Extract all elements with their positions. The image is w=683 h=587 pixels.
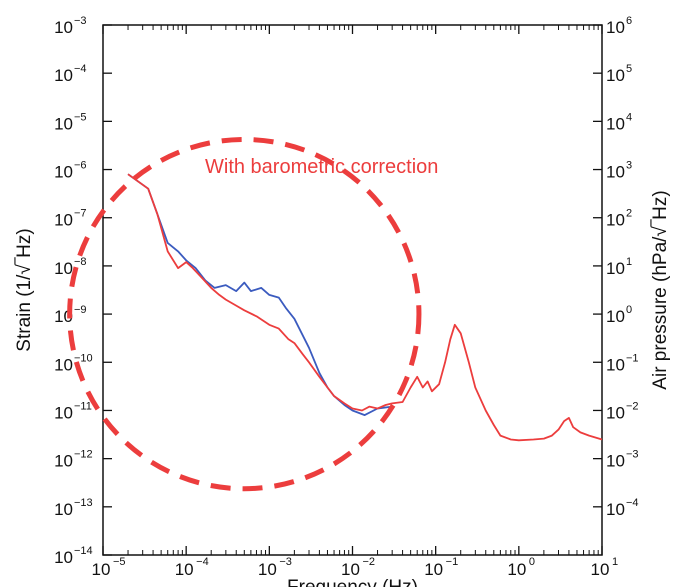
y-left-tick-exponent: −6 <box>74 160 87 172</box>
y-right-tick-label: 10 <box>606 307 625 326</box>
y-right-tick-exponent: 0 <box>626 304 632 316</box>
y-left-tick-label: 10 <box>54 66 73 85</box>
y-left-tick-label: 10 <box>54 259 73 278</box>
y-right-tick-exponent: −3 <box>626 449 639 461</box>
plot-frame <box>102 24 603 556</box>
series-group <box>127 173 603 442</box>
axis-ticks: 10 −5 10 −4 10 −3 10 −2 10 −1 10 0 10 110 −310 −410 −510… <box>54 15 638 579</box>
x-tick-label: 10 <box>175 560 194 579</box>
y-left-tick-exponent: −10 <box>74 352 93 364</box>
x-tick-exponent: −5 <box>113 556 126 568</box>
x-tick-exponent: −1 <box>446 556 459 568</box>
y-right-tick-exponent: 2 <box>626 208 632 220</box>
x-tick-label: 10 <box>424 560 443 579</box>
x-tick-label: 10 <box>341 560 360 579</box>
y-left-tick-exponent: −9 <box>74 304 87 316</box>
y-left-tick-exponent: −4 <box>74 63 87 75</box>
x-tick-label: 10 <box>92 560 111 579</box>
y-right-tick-exponent: −2 <box>626 400 639 412</box>
y-right-tick-label: 10 <box>606 259 625 278</box>
y-left-tick-exponent: −7 <box>74 208 87 220</box>
y-right-tick-exponent: −4 <box>626 497 639 509</box>
y-left-tick-exponent: −13 <box>74 497 93 509</box>
y-left-tick-exponent: −11 <box>74 400 92 412</box>
y-left-tick-exponent: −5 <box>74 111 87 123</box>
y-right-tick-label: 10 <box>606 500 625 519</box>
series-line-1 <box>127 173 393 416</box>
x-tick-exponent: −2 <box>363 556 376 568</box>
y-right-tick-label: 10 <box>606 211 625 230</box>
left-y-axis-title: Strain (1/√‾Hz) <box>14 228 35 351</box>
y-right-tick-label: 10 <box>606 403 625 422</box>
y-left-tick-exponent: −8 <box>74 256 87 268</box>
y-left-tick-label: 10 <box>54 500 73 519</box>
x-tick-exponent: 1 <box>612 556 618 568</box>
y-left-tick-label: 10 <box>54 18 73 37</box>
annotation-group: With barometric correction <box>67 136 438 492</box>
y-right-tick-label: 10 <box>606 355 625 374</box>
y-right-tick-exponent: 5 <box>626 63 632 75</box>
y-left-tick-label: 10 <box>54 548 73 567</box>
y-right-tick-label: 10 <box>606 452 625 471</box>
x-tick-exponent: −4 <box>196 556 209 568</box>
x-axis-title: Frequency (Hz) <box>287 577 418 587</box>
y-left-tick-exponent: −12 <box>74 449 93 461</box>
y-right-tick-label: 10 <box>606 18 625 37</box>
x-tick-label: 10 <box>258 560 277 579</box>
series-line-2 <box>127 173 603 442</box>
x-tick-label: 10 <box>591 560 610 579</box>
x-tick-label: 10 <box>507 560 526 579</box>
x-tick-exponent: −3 <box>279 556 292 568</box>
highlight-circle <box>67 136 422 492</box>
y-right-tick-exponent: 1 <box>626 256 632 268</box>
x-tick-exponent: 0 <box>529 556 535 568</box>
y-left-tick-label: 10 <box>54 355 73 374</box>
y-left-tick-label: 10 <box>54 211 73 230</box>
correction-label: With barometric correction <box>205 156 438 178</box>
y-left-tick-label: 10 <box>54 163 73 182</box>
y-right-tick-label: 10 <box>606 114 625 133</box>
y-right-tick-label: 10 <box>606 66 625 85</box>
y-left-tick-exponent: −3 <box>74 15 87 27</box>
right-y-axis-title: Air pressure (hPa/√‾Hz) <box>650 190 671 389</box>
y-right-tick-exponent: 3 <box>626 160 632 172</box>
y-left-tick-label: 10 <box>54 452 73 471</box>
y-left-tick-label: 10 <box>54 403 73 422</box>
y-right-tick-exponent: −1 <box>626 352 639 364</box>
plot-area <box>102 24 603 556</box>
y-right-tick-label: 10 <box>606 163 625 182</box>
y-left-tick-exponent: −14 <box>74 545 93 557</box>
y-right-tick-exponent: 6 <box>626 15 632 27</box>
y-left-tick-label: 10 <box>54 114 73 133</box>
y-right-tick-exponent: 4 <box>626 111 632 123</box>
